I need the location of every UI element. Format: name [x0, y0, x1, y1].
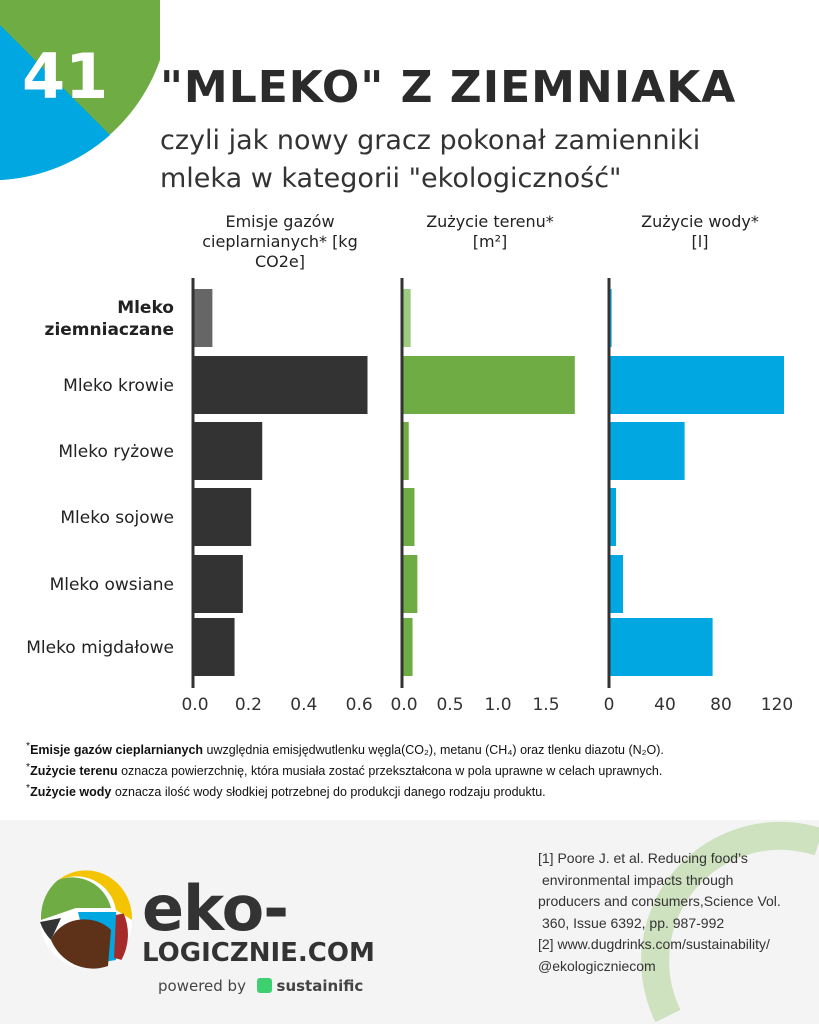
infographic-number: 41 — [22, 40, 109, 113]
reference-line: producers and consumers,Science Vol. — [538, 893, 781, 909]
bar-emissions — [193, 356, 368, 414]
panel-title-land: Zużycie terenu* [m²] — [400, 212, 580, 252]
footnote: *Zużycie terenu oznacza powierzchnię, kt… — [26, 762, 663, 779]
bar-land — [402, 422, 409, 480]
corner-decoration — [0, 0, 160, 180]
bar-emissions — [193, 555, 243, 613]
tick-label: 0.5 — [436, 695, 463, 715]
panel-title-line: cieplarnianych* [kg CO2e] — [202, 232, 358, 271]
subtitle-line: mleka w kategorii "ekologiczność" — [160, 163, 622, 194]
bar-water — [609, 356, 784, 414]
reference-line[interactable]: @ekologiczniecom — [538, 957, 656, 974]
tick-label: 0.0 — [181, 695, 208, 715]
page-title: "MLEKO" Z ZIEMNIAKA — [160, 62, 737, 113]
brand-logo-text: eko- — [142, 872, 289, 945]
decorative-ring-arc — [641, 821, 819, 1023]
partner-name: sustainific — [276, 977, 364, 995]
tick-label: 120 — [761, 695, 793, 715]
powered-by-label: powered by — [158, 977, 246, 995]
references: [1] Poore J. et al. Reducing food’s envi… — [538, 848, 808, 977]
bar-water — [609, 555, 623, 613]
reference-line: [1] Poore J. et al. Reducing food’s — [538, 850, 748, 866]
tick-label: 0 — [604, 695, 615, 715]
tick-label: 80 — [710, 695, 732, 715]
bar-water — [609, 422, 685, 480]
category-label: Mleko sojowe — [60, 508, 174, 528]
category-label: Mleko — [117, 298, 174, 318]
bar-emissions — [193, 422, 263, 480]
decorative-ring — [641, 821, 819, 1023]
tick-label: 0.2 — [235, 695, 262, 715]
tick-label: 0.0 — [390, 695, 417, 715]
reference-line: 360, Issue 6392, pp. 987-992 — [542, 914, 725, 931]
category-label: Mleko ryżowe — [58, 442, 174, 462]
tick-label: 1.5 — [532, 695, 559, 715]
powered-by: powered by sustainific — [158, 977, 363, 995]
page-subtitle: czyli jak nowy gracz pokonał zamienniki … — [160, 122, 800, 198]
bar-water — [609, 488, 616, 546]
bar-emissions — [193, 618, 235, 676]
bar-land — [402, 555, 418, 613]
bar-emissions — [193, 289, 213, 347]
bar-land — [402, 289, 411, 347]
footer: [1] Poore J. et al. Reducing food’s envi… — [0, 820, 819, 1024]
panel-title-line: Zużycie terenu* — [426, 212, 554, 231]
bar-land — [402, 356, 575, 414]
footnote: *Zużycie wody oznacza ilość wody słodkie… — [26, 783, 546, 800]
category-label: Mleko krowie — [63, 376, 174, 396]
footnotes: *Emisje gazów cieplarnianych uwzględnia … — [26, 738, 664, 801]
panel-title-emissions: Emisje gazów cieplarnianych* [kg CO2e] — [180, 212, 380, 272]
subtitle-line: czyli jak nowy gracz pokonał zamienniki — [160, 125, 701, 156]
tick-label: 40 — [654, 695, 676, 715]
corner-blue-shape — [0, 25, 110, 180]
category-label: Mleko migdałowe — [26, 638, 174, 658]
bar-land — [402, 618, 413, 676]
eko-logo-icon — [40, 870, 133, 969]
sustainific-icon — [256, 978, 272, 993]
panel-title-water: Zużycie wody* [l] — [610, 212, 790, 252]
category-label: ziemniaczane — [45, 320, 174, 340]
panel-title-line: [m²] — [472, 232, 508, 251]
reference-line[interactable]: [2] www.dugdrinks.com/sustainability/ — [538, 936, 770, 952]
panel-title-line: Zużycie wody* — [641, 212, 759, 231]
panel-title-line: [l] — [691, 232, 709, 251]
panel-title-line: Emisje gazów — [225, 212, 335, 231]
tick-label: 1.0 — [484, 695, 511, 715]
bar-emissions — [193, 488, 252, 546]
bar-water — [609, 618, 713, 676]
tick-label: 0.6 — [346, 695, 373, 715]
category-label: Mleko owsiane — [50, 575, 174, 595]
footnote: *Emisje gazów cieplarnianych uwzględnia … — [26, 741, 664, 758]
bar-land — [402, 488, 415, 546]
brand-logo-domain: LOGICZNIE.COM — [142, 938, 375, 968]
reference-line: environmental impacts through — [542, 871, 734, 888]
tick-label: 0.4 — [290, 695, 317, 715]
